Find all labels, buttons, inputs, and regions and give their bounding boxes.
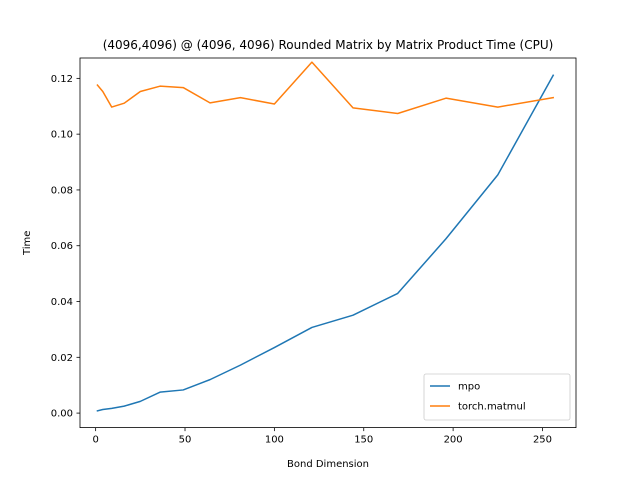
x-tick-label: 200 <box>444 435 463 446</box>
legend-entries: mpo torch.matmul <box>430 382 526 413</box>
legend-label-torch-matmul: torch.matmul <box>458 402 526 413</box>
x-tick-label: 50 <box>179 435 192 446</box>
y-tick-label: 0.10 <box>51 130 73 141</box>
x-tick-label: 150 <box>354 435 373 446</box>
x-tick-label: 100 <box>265 435 284 446</box>
chart-title: (4096,4096) @ (4096, 4096) Rounded Matri… <box>103 38 554 52</box>
y-axis-label: Time <box>22 231 33 256</box>
series-line-mpo <box>96 74 555 412</box>
legend: mpo torch.matmul <box>423 373 571 421</box>
plot-frame <box>79 57 577 429</box>
x-axis-ticks: 0 50 100 150 200 250 <box>92 427 552 446</box>
series-layer <box>96 61 555 412</box>
legend-label-mpo: mpo <box>458 382 480 393</box>
y-axis-ticks: 0.00 0.02 0.04 0.06 0.08 0.10 0.12 <box>51 74 80 420</box>
y-tick-label: 0.02 <box>51 353 73 364</box>
y-tick-label: 0.12 <box>51 74 73 85</box>
y-tick-label: 0.00 <box>51 409 73 420</box>
x-tick-label: 0 <box>92 435 98 446</box>
y-tick-label: 0.08 <box>51 185 73 196</box>
series-line-torch-matmul <box>96 61 555 115</box>
x-tick-label: 250 <box>533 435 552 446</box>
y-tick-label: 0.06 <box>51 241 73 252</box>
legend-box <box>423 373 571 421</box>
x-axis-label: Bond Dimension <box>287 459 369 470</box>
y-tick-label: 0.04 <box>51 297 73 308</box>
